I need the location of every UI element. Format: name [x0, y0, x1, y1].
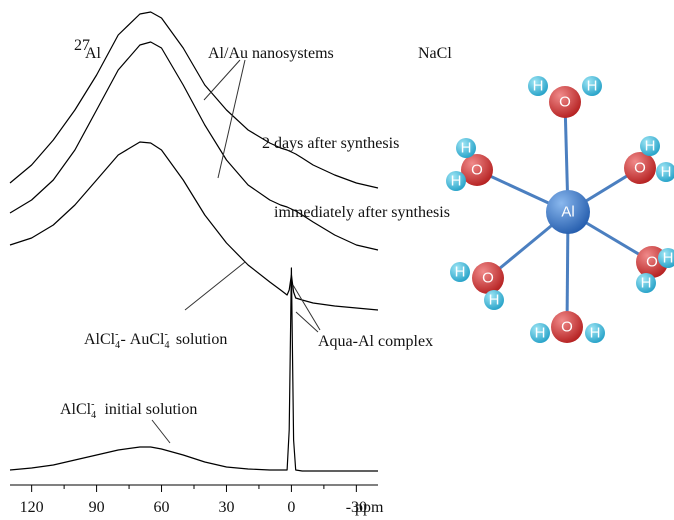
label: AlCl4-initial solution [60, 399, 197, 421]
atom-label: H [641, 275, 652, 292]
atom-label: O [561, 319, 573, 336]
atom-label: H [590, 325, 601, 342]
label: 2 days after synthesis [262, 135, 399, 152]
atom-label: H [587, 78, 598, 95]
x-tick-label: 120 [20, 499, 44, 516]
leader-line [218, 60, 245, 178]
leader-line [204, 60, 240, 100]
spectrum-line [10, 12, 378, 188]
figure: 1209060300-30ppm 27 Al Al/Au nanosystems… [0, 0, 674, 520]
atom-label: H [451, 173, 462, 190]
label: NaCl [418, 45, 452, 62]
leader-line [152, 420, 170, 443]
atom-label: H [455, 264, 466, 281]
atom-label: H [535, 325, 546, 342]
x-axis-label: ppm [355, 499, 384, 516]
label: immediately after synthesis [274, 204, 450, 221]
labels: 27 Al Al/Au nanosystems NaCl 2 days afte… [60, 37, 452, 421]
annotations [152, 60, 320, 443]
x-tick-label: 60 [154, 499, 170, 516]
x-tick-label: 90 [89, 499, 105, 516]
spectrum-line [10, 268, 378, 471]
atom-label: H [645, 138, 656, 155]
label: Aqua-Al complex [318, 333, 433, 350]
leader-line [293, 285, 320, 330]
atom-label: H [489, 292, 500, 309]
atom-label: O [471, 162, 483, 179]
x-tick-label: 0 [287, 499, 295, 516]
atom-label: O [646, 254, 658, 271]
label: Al [85, 45, 102, 62]
leader-line [185, 262, 245, 310]
atom-label: H [461, 140, 472, 157]
label: AlCl4--AuCl4-solution [84, 329, 227, 351]
atom-label: H [661, 164, 672, 181]
spectrum-line [10, 142, 378, 310]
atom-label: O [482, 270, 494, 287]
x-tick-label: 30 [218, 499, 234, 516]
label: Al/Au nanosystems [208, 45, 334, 62]
atom-label: O [559, 94, 571, 111]
atom-label: H [533, 78, 544, 95]
atom-label: Al [561, 204, 574, 221]
atom-label: O [634, 160, 646, 177]
atom-label: H [663, 250, 674, 267]
